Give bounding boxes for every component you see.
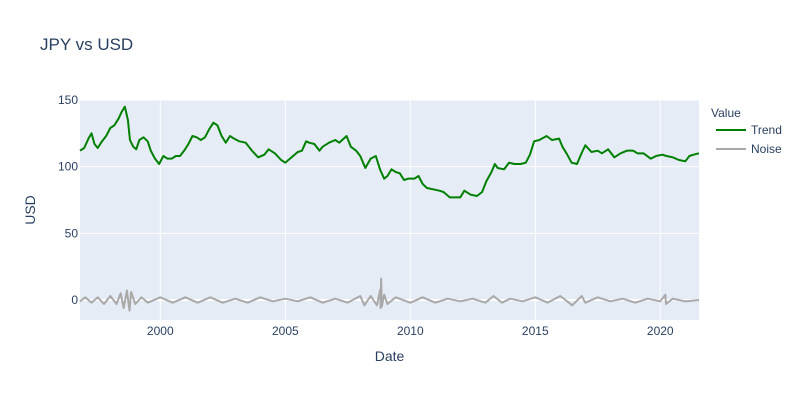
y-tick-labels: 0 50 100 150 — [58, 93, 78, 307]
x-tick-label: 2010 — [397, 324, 424, 338]
legend-label: Noise — [751, 142, 782, 156]
legend-item-trend[interactable]: Trend — [716, 123, 782, 137]
y-tick-label: 0 — [71, 293, 78, 307]
legend: Value Trend Noise — [711, 106, 782, 156]
x-tick-labels: 2000 2005 2010 2015 2020 — [147, 324, 674, 338]
y-tick-label: 150 — [58, 93, 78, 107]
chart-title: JPY vs USD — [40, 35, 133, 54]
series-line-noise[interactable] — [79, 277, 700, 312]
legend-label: Trend — [751, 123, 782, 137]
y-tick-label: 50 — [65, 226, 79, 240]
series-line-trend[interactable] — [79, 105, 700, 199]
legend-items: Trend Noise — [716, 123, 782, 156]
x-tick-label: 2020 — [647, 324, 674, 338]
series-layer — [79, 105, 700, 312]
y-axis-title: USD — [22, 195, 38, 225]
x-tick-label: 2015 — [522, 324, 549, 338]
legend-item-noise[interactable]: Noise — [716, 142, 782, 156]
y-gridlines — [80, 99, 699, 301]
x-gridlines — [159, 100, 661, 320]
y-tick-label: 100 — [58, 160, 78, 174]
legend-title: Value — [711, 106, 741, 120]
x-tick-label: 2005 — [272, 324, 299, 338]
plot-area[interactable] — [80, 100, 699, 320]
x-axis-title: Date — [375, 348, 405, 364]
x-tick-label: 2000 — [147, 324, 174, 338]
